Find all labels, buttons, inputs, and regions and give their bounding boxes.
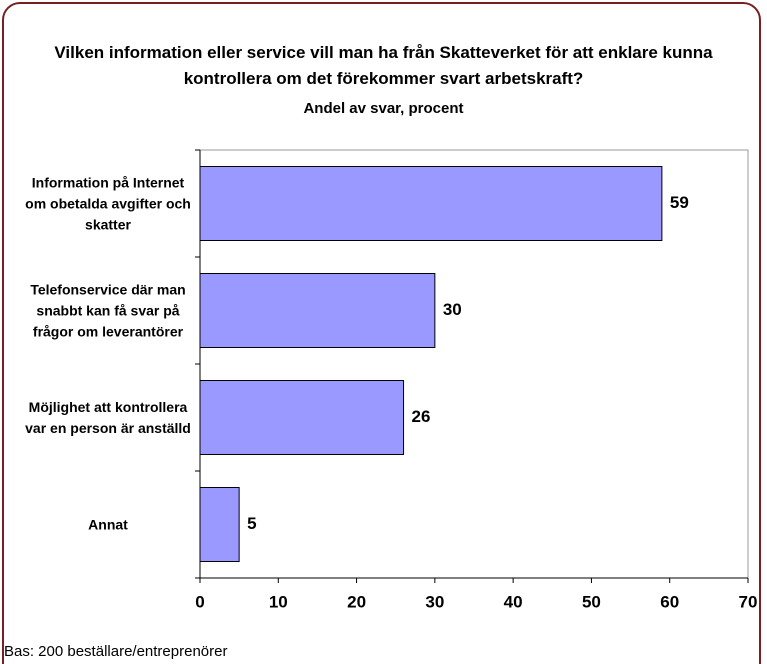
- x-tick-label: 70: [739, 592, 758, 611]
- x-tick-label: 60: [660, 592, 679, 611]
- chart-subtitle: Andel av svar, procent: [303, 100, 464, 117]
- value-label: 5: [247, 514, 256, 533]
- x-tick-label: 0: [195, 592, 204, 611]
- y-tick-label: Telefonservice där man snabbt kan få sva…: [30, 281, 186, 339]
- x-tick-label: 30: [425, 592, 444, 611]
- chart-title: Vilken information eller service vill ma…: [54, 43, 713, 88]
- bar: [199, 487, 240, 562]
- value-label: 59: [670, 193, 689, 212]
- y-tick-label: Annat: [88, 516, 128, 532]
- x-tick-label: 20: [347, 592, 366, 611]
- bar: [199, 166, 663, 241]
- value-label: 30: [443, 300, 462, 319]
- y-tick-label: Information på Internet om obetalda avgi…: [25, 174, 191, 232]
- y-tick-label: Möjlighet att kontrollera var en person …: [25, 398, 191, 436]
- x-tick-label: 10: [269, 592, 288, 611]
- x-tick-label: 50: [582, 592, 601, 611]
- x-tick-label: 40: [504, 592, 523, 611]
- bar: [199, 380, 405, 455]
- bar: [199, 273, 436, 348]
- value-label: 26: [412, 407, 431, 426]
- note: Bas: 200 beställare/entreprenörer: [4, 643, 228, 660]
